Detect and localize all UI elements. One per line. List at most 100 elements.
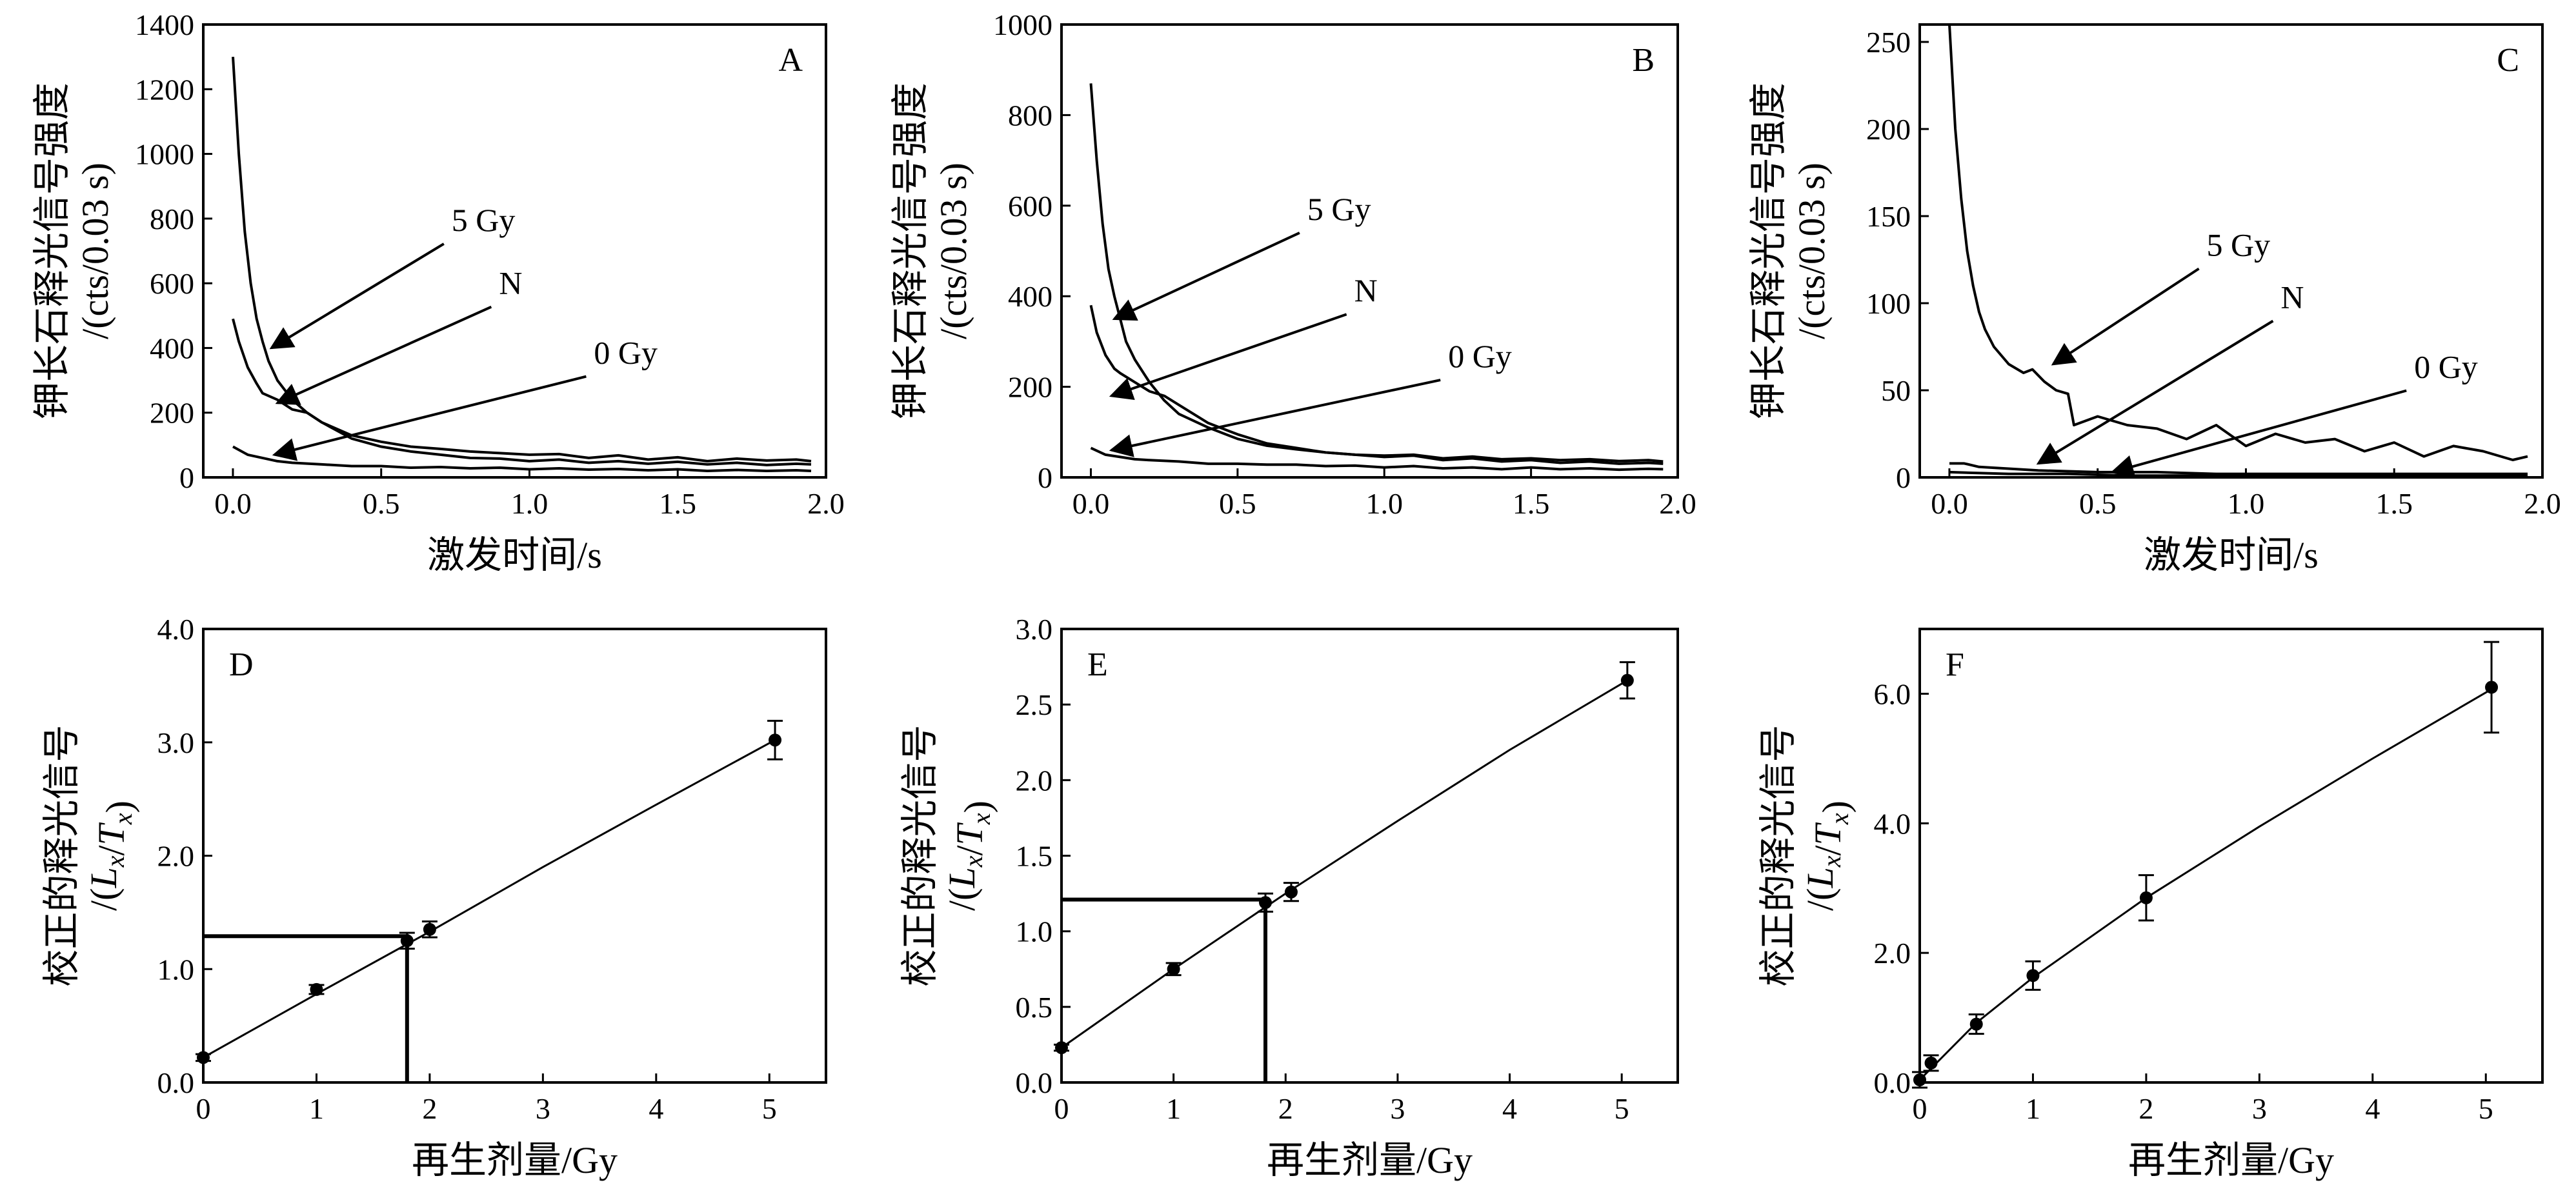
data-point [400,934,414,948]
x-tick-label: 1.5 [659,487,696,520]
panel-f: 0 1 2 3 4 5 0.0 2.0 4.0 6.0 F 再生剂量/Gy 校正的释光信号/(Lx/Tx… [1757,628,2544,1181]
y-tick-label: 0.5 [1016,991,1053,1024]
x-tick-label: 4 [1502,1092,1517,1125]
y-tick-label: 0 [1038,461,1052,494]
y-axis-title: 钾长石释光信号强度 [1747,83,1789,419]
y-tick-label: 250 [1866,26,1911,59]
annotation-arrow [269,243,445,350]
y-tick-label: 150 [1866,200,1911,233]
y-axis-title: 校正的释光信号 [41,724,83,986]
fit-curve [1061,679,1628,1049]
y-tick-label: 2.5 [1016,688,1053,721]
series-line-0gy [1949,470,2528,477]
x-axis-title: 激发时间/s [427,534,602,576]
data-point [1284,885,1298,899]
annotation-label: 0 Gy [1448,338,1512,374]
annotation-arrow [1112,232,1300,321]
x-tick-label: 2.0 [2524,487,2561,520]
y-tick-label: 3.0 [157,726,195,759]
panel-label: B [1632,42,1655,79]
x-tick-label: 4 [649,1092,663,1125]
y-tick-label: 600 [150,267,194,300]
x-tick-label: 0 [196,1092,211,1125]
y-axis-title: 校正的释光信号 [899,724,941,986]
y-axis-unit: /(cts/0.03 s) [1791,163,1833,339]
data-point [2485,681,2499,694]
panel-label: E [1087,646,1108,683]
data-point [1620,673,1634,687]
plot-frame [1060,23,1679,479]
annotation-label: 0 Gy [594,335,658,371]
x-tick-label: 2 [1278,1092,1293,1125]
y-tick-label: 1000 [993,8,1052,41]
y-axis-title: 钾长石释光信号强度 [31,83,73,419]
annotation-arrow [2110,389,2407,478]
series-line-n [1949,462,2528,475]
y-tick-label: 2.0 [1016,764,1053,797]
x-tick-label: 2 [422,1092,437,1125]
y-tick-label: 1.0 [1016,915,1053,948]
x-tick-label: 5 [762,1092,777,1125]
x-tick-label: 1.0 [511,487,548,520]
y-axis-unit: /(Lx/Tx) [83,801,140,911]
series-line-5gy [232,56,812,463]
panel-label: D [229,646,254,683]
panel-e: 0 1 2 3 4 5 0.0 0.5 1.0 1.5 2.0 2.5 3.0 E 再生剂量/Gy 校正的释光… [899,613,1679,1181]
x-tick-label: 4 [2365,1092,2380,1125]
y-tick-label: 400 [150,332,194,364]
x-tick-label: 0 [1054,1092,1069,1125]
y-tick-label: 0 [179,461,194,494]
data-point [197,1051,210,1064]
x-tick-label: 1.0 [1365,487,1403,520]
y-axis-title: 钾长石释光信号强度 [889,83,931,419]
panel-label: C [2497,42,2519,79]
y-tick-label: 1200 [135,73,194,106]
x-axis-title: 再生剂量/Gy [412,1139,618,1181]
x-axis-title: 激发时间/s [2144,534,2319,576]
y-tick-label: 1400 [135,8,194,41]
panel-d: 0 1 2 3 4 5 0.0 1.0 2.0 3.0 4.0 D 再生剂量/Gy 校正的释光信号/(Lx… [41,613,827,1181]
y-tick-label: 2.0 [1874,937,1911,970]
annotation-label: 5 Gy [2207,227,2271,263]
y-tick-label: 2.0 [157,840,195,873]
data-point [1055,1041,1068,1055]
x-tick-label: 3 [536,1092,550,1125]
y-tick-label: 600 [1008,190,1052,223]
y-tick-label: 200 [150,397,194,430]
x-tick-label: 3 [2252,1092,2267,1125]
panel-label: A [778,42,803,79]
y-axis-title: 校正的释光信号 [1757,724,1799,986]
annotation-label: 0 Gy [2414,349,2478,385]
y-tick-label: 50 [1881,374,1911,407]
x-tick-label: 3 [1390,1092,1405,1125]
x-tick-label: 0 [1913,1092,1927,1125]
x-tick-label: 5 [1615,1092,1629,1125]
annotation-arrow [1109,379,1441,457]
x-tick-label: 1.0 [2228,487,2265,520]
fit-curve [203,739,776,1059]
y-tick-label: 800 [1008,99,1052,132]
x-tick-label: 1.5 [1513,487,1550,520]
annotation-label: N [2280,279,2304,315]
series-line-0gy [232,445,812,472]
x-tick-label: 0.5 [2079,487,2117,520]
series-line-5gy [1948,24,2528,461]
annotation-label: N [1354,272,1378,308]
annotation-arrow [275,305,492,405]
data-point [2139,891,2153,904]
x-tick-label: 1 [2026,1092,2040,1125]
y-tick-label: 3.0 [1016,613,1053,646]
y-tick-label: 0.0 [157,1066,195,1099]
x-tick-label: 5 [2479,1092,2493,1125]
data-point [769,733,782,747]
y-tick-label: 0.0 [1874,1066,1911,1099]
x-axis-title: 再生剂量/Gy [1267,1139,1473,1181]
panel-a: 0.0 0.5 1.0 1.5 2.0 0 200 400 600 800 1000 1200 1400… [31,8,845,576]
panel-label: F [1946,646,1964,683]
x-tick-label: 0.0 [1072,487,1110,520]
x-tick-label: 2.0 [1659,487,1696,520]
data-point [1969,1017,1983,1031]
plot-frame [202,628,827,1084]
